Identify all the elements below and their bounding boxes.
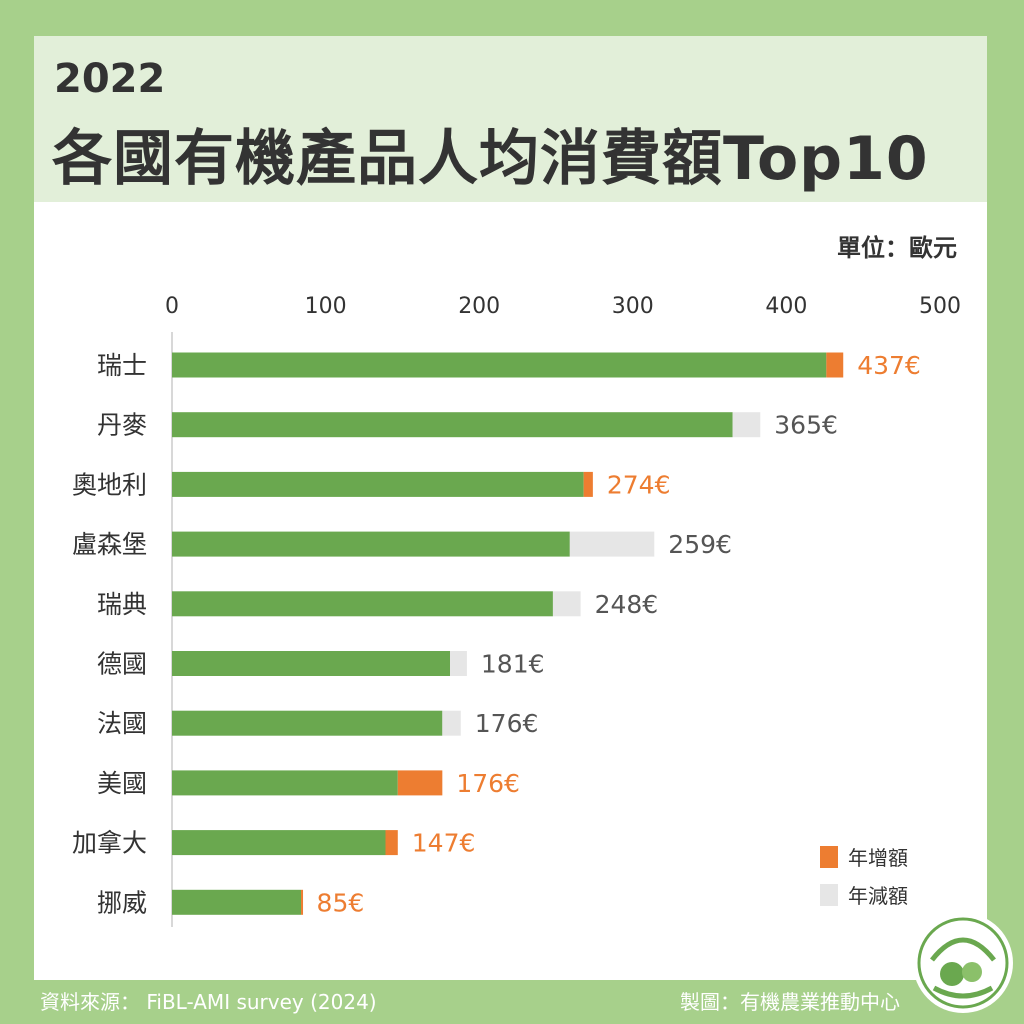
category-label: 德國 — [97, 650, 147, 679]
header: 2022 各國有機產品人均消費額Top10 — [34, 36, 987, 202]
bar-increase-segment — [583, 471, 593, 497]
bar-base — [172, 591, 553, 617]
legend-swatch — [820, 846, 838, 868]
bar-increase-segment — [385, 830, 398, 856]
category-label: 挪威 — [97, 888, 147, 917]
x-tick-label: 100 — [305, 294, 347, 319]
value-label: 259€ — [668, 530, 732, 559]
value-label: 437€ — [857, 351, 921, 380]
year-label: 2022 — [54, 56, 166, 102]
value-label: 176€ — [456, 769, 520, 798]
bar-base — [172, 710, 443, 736]
category-label: 奧地利 — [72, 470, 147, 499]
x-tick-label: 0 — [165, 294, 179, 319]
x-tick-label: 200 — [458, 294, 500, 319]
category-label: 加拿大 — [72, 829, 147, 858]
value-label: 365€ — [774, 411, 838, 440]
chart-card: 2022 各國有機產品人均消費額Top10 單位：歐元 — [34, 36, 987, 980]
credit-note: 製圖：有機農業推動中心 — [680, 990, 900, 1014]
legend-label: 年增額 — [848, 846, 908, 870]
x-tick-label: 500 — [919, 294, 961, 319]
category-label: 瑞典 — [97, 590, 147, 619]
category-label: 瑞士 — [97, 351, 147, 380]
bar-decrease-segment — [552, 591, 581, 617]
value-label: 176€ — [475, 709, 539, 738]
bar-decrease-segment — [442, 710, 461, 736]
value-label: 147€ — [412, 829, 476, 858]
bar-increase-segment — [397, 770, 443, 796]
bar-base — [172, 889, 302, 915]
bar-base — [172, 352, 827, 378]
bar-decrease-segment — [569, 531, 655, 557]
x-tick-label: 400 — [765, 294, 807, 319]
source-note: 資料來源： FiBL-AMI survey (2024) — [40, 990, 377, 1014]
bar-decrease-segment — [450, 651, 467, 676]
value-label: 181€ — [481, 650, 545, 679]
bar-increase-segment — [826, 352, 844, 378]
value-label: 248€ — [595, 590, 659, 619]
value-label: 85€ — [317, 888, 365, 917]
category-label: 美國 — [97, 769, 147, 798]
bar-base — [172, 412, 733, 438]
bar-base — [172, 830, 386, 856]
chart-title: 各國有機產品人均消費額Top10 — [52, 124, 929, 194]
value-label: 274€ — [607, 470, 671, 499]
category-label: 丹麥 — [97, 411, 147, 440]
bar-base — [172, 770, 398, 796]
bar-base — [172, 531, 570, 557]
bar-base — [172, 651, 451, 676]
bar-decrease-segment — [732, 412, 761, 438]
unit-label: 單位：歐元 — [837, 234, 957, 262]
bar-increase-segment — [301, 889, 304, 915]
category-label: 盧森堡 — [72, 530, 147, 559]
organic-leaf-logo-icon — [913, 913, 1013, 1013]
legend-swatch — [820, 884, 838, 906]
legend-label: 年減額 — [848, 884, 908, 908]
x-tick-label: 300 — [612, 294, 654, 319]
category-label: 法國 — [97, 709, 147, 738]
bar-base — [172, 471, 584, 497]
